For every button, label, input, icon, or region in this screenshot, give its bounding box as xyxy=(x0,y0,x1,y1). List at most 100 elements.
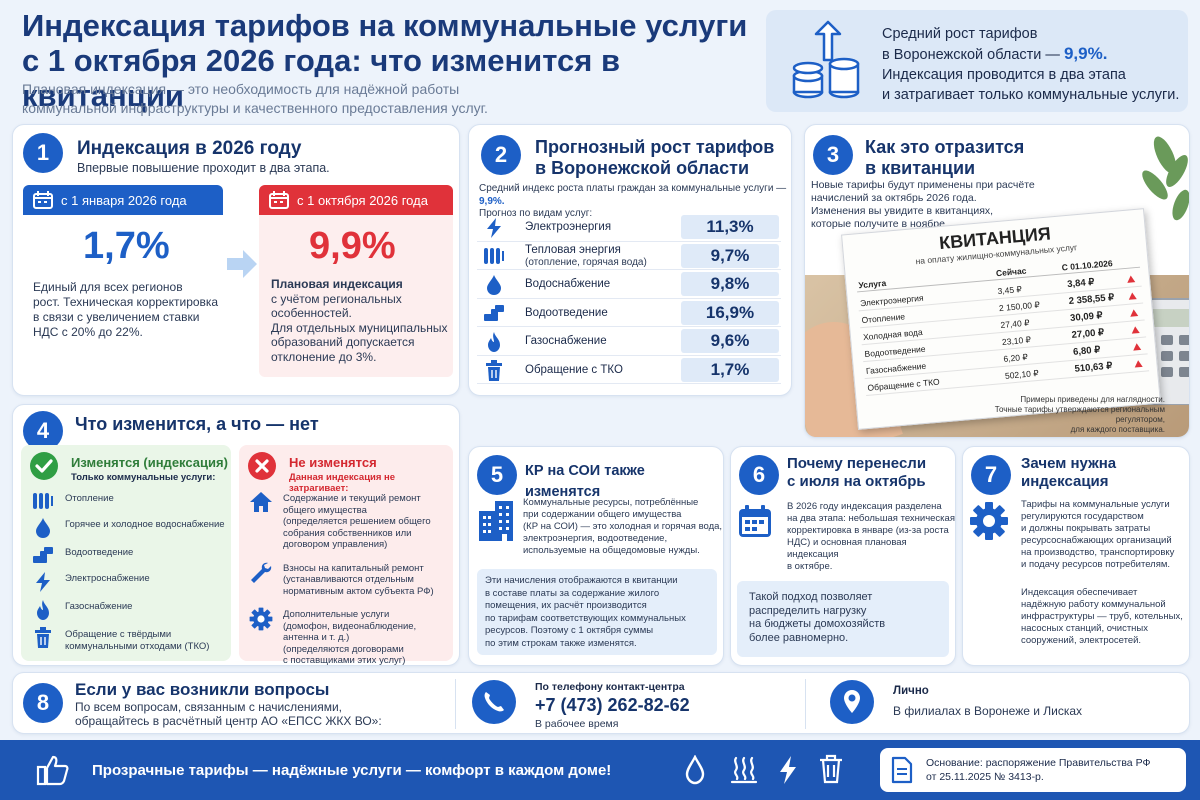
list-item-line: с поставщиками этих услуг) xyxy=(283,655,406,666)
intro-text: Средний индекс роста платы граждан за ко… xyxy=(479,183,787,194)
section-7-number: 7 xyxy=(971,455,1011,495)
in-person-label: Лично xyxy=(893,685,929,697)
list-item-line: (определяются договорами xyxy=(283,643,404,655)
phone-number[interactable]: +7 (473) 262-82-62 xyxy=(535,695,690,715)
stage-2-value: 9,9% xyxy=(309,225,396,267)
tariff-forecast-table: Электроэнергия 11,3% Тепловая энергия (отоп… xyxy=(477,213,781,384)
tariff-row-value: 16,9% xyxy=(681,300,779,325)
section-6-number: 6 xyxy=(739,455,779,495)
section-7-text-line: насосных станций, очистных xyxy=(1021,623,1148,634)
pipe-icon xyxy=(481,303,507,323)
arrow-right-icon xyxy=(225,247,259,281)
footer-bar: Прозрачные тарифы — надёжные услуги — ко… xyxy=(0,740,1200,800)
drop-icon xyxy=(31,517,55,539)
section-6-text-line: В 2026 году индексация разделена xyxy=(787,501,942,512)
wont-change-title: Не изменятся xyxy=(289,455,377,470)
gear-icon xyxy=(969,501,1009,541)
section-7-text-line: на производство, транспортировку xyxy=(1021,547,1175,558)
list-item-text: Дополнительные услуги (домофон, видеонабл… xyxy=(283,607,416,667)
tariff-row-label: Газоснабжение xyxy=(525,335,607,347)
receipt-row-now: 6,20 ₽ xyxy=(1003,351,1029,364)
drop-icon xyxy=(684,755,706,785)
list-item-text: Взносы на капитальный ремонт (устанавлива… xyxy=(283,561,434,598)
list-item-line: Взносы на капитальный ремонт xyxy=(283,562,424,574)
check-circle-icon xyxy=(29,451,59,481)
section-6-text-line: НДС) и основная плановая индексация xyxy=(787,537,907,560)
section-1-card: 1 Индексация в 2026 году Впервые повышен… xyxy=(12,124,460,396)
intro-value: 9,9%. xyxy=(479,195,505,207)
up-triangle-icon xyxy=(1131,325,1140,334)
stage-1-text-line: Единый для всех регионов xyxy=(33,280,183,294)
phone-icon[interactable] xyxy=(471,679,517,725)
list-item-line: (домофон, видеонаблюдение, xyxy=(283,620,417,632)
section-8-card: 8 Если у вас возникли вопросы По всем во… xyxy=(12,672,1190,734)
section-2-intro: Средний индекс роста платы граждан за ко… xyxy=(479,183,791,221)
section-6-box-line: более равномерно. xyxy=(749,631,849,644)
section-5-text-line: Коммунальные ресурсы, потреблённые xyxy=(523,497,699,508)
receipt-row-new: 6,80 ₽ xyxy=(1072,344,1101,358)
section-7-text-1: Тарифы на коммунальные услуги регулируют… xyxy=(1021,499,1174,571)
section-3-number: 3 xyxy=(813,135,853,175)
list-item-line: Отопление xyxy=(65,493,114,504)
section-2-title: Прогнозный рост тарифов в Воронежской об… xyxy=(535,137,774,179)
section-2-number: 2 xyxy=(481,135,521,175)
building-icon xyxy=(477,499,515,543)
receipt-row-new: 30,09 ₽ xyxy=(1069,310,1104,324)
stage-1-date-badge: с 1 января 2026 года xyxy=(23,185,223,215)
document-icon xyxy=(890,756,914,784)
receipt-row-new: 510,63 ₽ xyxy=(1074,360,1113,375)
section-7-text-line: и должны покрывать затраты xyxy=(1021,523,1151,534)
info-line-2: в Воронежской области — 9,9%. xyxy=(882,44,1179,65)
list-item-text: Отопление xyxy=(65,491,114,505)
drop-icon xyxy=(481,274,507,296)
list-item-text: Содержание и текущий ремонт общего имущес… xyxy=(283,491,431,551)
section-6-box-line: Такой подход позволяет xyxy=(749,591,873,603)
stage-2-text-line: Для отдельных муниципальных xyxy=(271,320,448,335)
trash-icon xyxy=(481,359,507,382)
trash-icon xyxy=(31,627,55,649)
section-7-card: 7 Зачем нужна индексация Тарифы на комму… xyxy=(962,446,1190,666)
tariff-row-value: 1,7% xyxy=(681,357,779,382)
section-8-text-line: обращайтесь в расчётный центр АО «ЕПСС Ж… xyxy=(75,714,382,728)
section-7-title-line: Зачем нужна xyxy=(1021,455,1117,472)
section-7-text-line: сооружений, электросетей. xyxy=(1021,635,1142,646)
receipt-note: Примеры приведены для наглядности. Точны… xyxy=(965,395,1165,435)
list-item: Электроснабжение xyxy=(31,571,227,593)
receipt-row-name: Обращение с ТКО xyxy=(867,376,941,393)
gear-icon xyxy=(249,607,273,631)
section-5-box-line: ресурсов. Поэтому с 1 октября суммы xyxy=(485,625,654,636)
list-item: Отопление xyxy=(31,491,227,511)
section-7-text-line: Индексация обеспечивает xyxy=(1021,587,1138,598)
stage-1-text-line: в связи с увеличением ставки xyxy=(33,310,200,324)
tariff-row-sublabel: (отопление, горячая вода) xyxy=(525,256,647,268)
section-6-title-line: с июля на октябрь xyxy=(787,473,926,490)
pipe-icon xyxy=(31,545,55,565)
section-5-text-line: (КР на СОИ) — это холодная и горячая вод… xyxy=(523,521,723,532)
section-5-box-line: в составе платы за содержание жилого xyxy=(485,587,660,599)
legal-basis-text: Основание: распоряжение Правительства РФ… xyxy=(926,756,1150,784)
up-triangle-icon xyxy=(1132,342,1142,351)
section-8-text: По всем вопросам, связанным с начисления… xyxy=(75,700,382,728)
section-3-text-line: Изменения вы увидите в квитанциях, xyxy=(811,205,994,217)
list-item-line: собрания собственников или xyxy=(283,527,412,539)
plant-decoration xyxy=(1125,125,1189,245)
stage-2-block: с 1 октября 2026 года 9,9% Плановая инде… xyxy=(259,185,453,377)
receipt-row-new: 2 358,55 ₽ xyxy=(1068,292,1115,308)
tariff-row-value: 9,8% xyxy=(681,272,779,296)
list-item-line: общего имущества xyxy=(283,504,367,516)
up-triangle-icon xyxy=(1129,309,1139,317)
stage-1-date: с 1 января 2026 года xyxy=(61,192,187,208)
section-6-info-box: Такой подход позволяет распределить нагр… xyxy=(737,581,949,657)
subtitle-line-1: Плановая индексация — это необходимость … xyxy=(22,81,460,97)
bolt-icon xyxy=(31,571,55,593)
list-item-line: (устанавливаются отдельным xyxy=(283,574,414,585)
section-2-title-line: Прогнозный рост тарифов xyxy=(535,137,775,157)
section-3-title-line: Как это отразится xyxy=(865,137,1025,157)
wont-change-list: Содержание и текущий ремонт общего имущес… xyxy=(249,491,449,677)
stage-2-text: Плановая индексация с учётом региональны… xyxy=(271,277,448,364)
divider xyxy=(455,679,456,729)
header-info-text: Средний рост тарифов в Воронежской облас… xyxy=(882,24,1179,105)
tariff-row-value: 9,7% xyxy=(681,243,779,268)
receipt-row-now: 27,40 ₽ xyxy=(1000,317,1030,331)
tariff-row: Обращение с ТКО 1,7% xyxy=(477,356,781,384)
